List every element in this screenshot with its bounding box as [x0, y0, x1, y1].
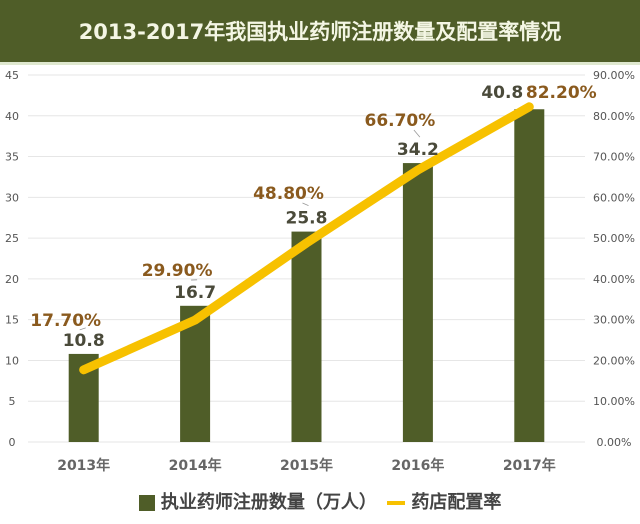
title-bar: 2013-2017年我国执业药师注册数量及配置率情况	[0, 0, 640, 65]
bar-data-label: 10.8	[63, 331, 105, 351]
line-data-label: 66.70%	[364, 111, 435, 131]
left-tick-label: 10	[5, 354, 19, 367]
left-tick-label: 0	[9, 436, 16, 449]
line-data-label: 29.90%	[142, 261, 213, 281]
line-data-label: 48.80%	[253, 184, 324, 204]
right-tick-label: 60.00%	[593, 191, 635, 204]
chart-title: 2013-2017年我国执业药师注册数量及配置率情况	[78, 20, 562, 44]
x-tick-label: 2016年	[391, 457, 444, 474]
left-tick-label: 15	[5, 314, 19, 327]
leader-line	[302, 202, 309, 206]
legend-line-label: 药店配置率	[411, 492, 502, 513]
line-data-label: 82.20%	[526, 83, 597, 103]
bar-data-label: 34.2	[397, 140, 439, 160]
series-line	[79, 102, 534, 375]
left-tick-label: 20	[5, 273, 19, 286]
legend-bar-swatch	[138, 495, 155, 511]
left-tick-label: 30	[5, 191, 19, 204]
x-tick-label: 2017年	[503, 457, 556, 474]
x-tick-label: 2014年	[169, 457, 222, 474]
x-tick-label: 2015年	[280, 457, 333, 474]
legend: 执业药师注册数量（万人） 药店配置率	[0, 488, 640, 514]
right-tick-label: 40.00%	[593, 273, 635, 286]
right-tick-label: 50.00%	[593, 232, 635, 245]
legend-line-swatch	[387, 501, 406, 505]
right-tick-label: 0.00%	[597, 436, 632, 449]
bar-data-label: 16.7	[174, 283, 216, 303]
bar	[514, 109, 545, 443]
right-tick-label: 20.00%	[593, 354, 635, 367]
bar-data-label: 40.8	[481, 83, 523, 103]
left-tick-label: 35	[5, 151, 19, 164]
bar	[291, 231, 322, 442]
x-tick-label: 2013年	[57, 457, 110, 474]
left-tick-label: 40	[5, 110, 19, 123]
bar	[402, 163, 433, 442]
leader-line	[79, 327, 86, 331]
left-tick-label: 45	[5, 69, 19, 82]
line-data-label: 17.70%	[30, 311, 101, 331]
left-tick-label: 25	[5, 232, 19, 245]
right-tick-label: 90.00%	[593, 69, 635, 82]
bar-data-label: 25.8	[286, 209, 328, 229]
right-tick-label: 80.00%	[593, 110, 635, 123]
left-tick-label: 5	[9, 395, 16, 408]
right-tick-label: 30.00%	[593, 314, 635, 327]
legend-bar-label: 执业药师注册数量（万人）	[160, 492, 377, 513]
leader-line	[413, 129, 421, 138]
right-tick-label: 70.00%	[593, 151, 635, 164]
right-tick-label: 10.00%	[593, 395, 635, 408]
